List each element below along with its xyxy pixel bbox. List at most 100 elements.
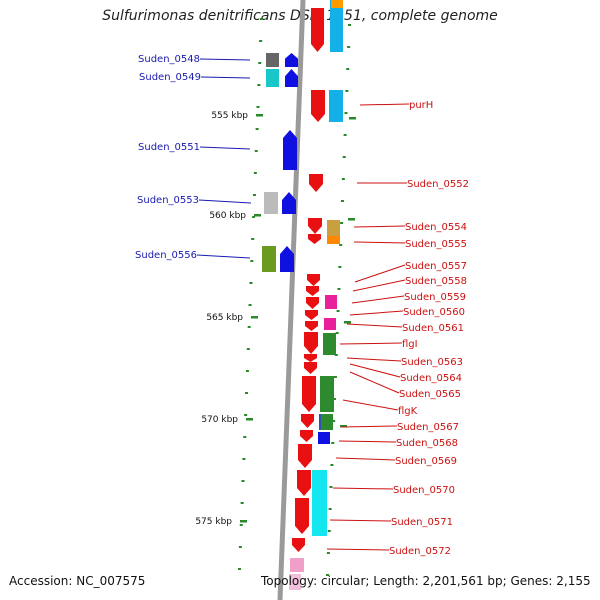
right-gene-label: Suden_0554 xyxy=(405,222,467,233)
scale-tick-mark xyxy=(344,321,351,324)
gene-arrow-reverse xyxy=(305,310,318,320)
grid-dot xyxy=(346,68,350,70)
right-label-leader xyxy=(342,399,399,411)
grid-dot xyxy=(347,46,351,48)
right-label-leader xyxy=(351,295,405,304)
right-gene-label: Suden_0558 xyxy=(405,276,467,287)
right-label-leader xyxy=(349,363,401,378)
left-gene-labels: Suden_0548 Suden_0549 Suden_0551 Suden_0553… xyxy=(135,54,252,261)
right-label-leader xyxy=(346,357,402,362)
grid-dot xyxy=(339,244,343,246)
gene-arrow-reverse xyxy=(301,414,314,428)
gene-arrow-reverse xyxy=(304,332,318,354)
gene-arrow-reverse xyxy=(306,286,319,296)
right-gene-label: Suden_0571 xyxy=(391,517,453,528)
gene-block xyxy=(266,69,279,87)
grid-dot xyxy=(337,288,341,290)
gene-arrow-reverse xyxy=(305,321,318,331)
grid-dot xyxy=(260,18,263,20)
gene-arrow-reverse xyxy=(306,297,319,309)
accession-text: Accession: NC_007575 xyxy=(9,574,146,588)
grid-dot xyxy=(332,420,336,422)
gene-block xyxy=(290,558,304,572)
scale-tick-label: 575 kbp xyxy=(195,517,232,527)
grid-dot xyxy=(251,238,255,240)
gene-arrow-forward xyxy=(285,69,298,87)
gene-block xyxy=(321,414,333,430)
right-gene-label: Suden_0563 xyxy=(401,357,463,368)
grid-dot xyxy=(344,112,348,114)
grid-dot xyxy=(334,354,338,356)
grid-dot xyxy=(258,62,262,64)
right-gene-label: flgI xyxy=(402,339,418,350)
right-gene-label: Suden_0572 xyxy=(389,546,451,557)
left-label-leader xyxy=(200,76,251,79)
grid-dot xyxy=(254,150,258,152)
gene-block xyxy=(325,295,337,309)
scale-tick-mark xyxy=(254,214,261,217)
grid-dot xyxy=(238,546,242,548)
right-gene-label: Suden_0565 xyxy=(399,389,461,400)
grid-dot xyxy=(249,282,253,284)
right-label-leader xyxy=(326,548,390,551)
gene-block xyxy=(327,220,340,236)
gene-arrow-forward xyxy=(285,53,298,67)
gene-arrow-reverse xyxy=(311,90,325,122)
gene-block xyxy=(320,376,334,412)
grid-dot xyxy=(342,156,346,158)
gene-arrow-reverse xyxy=(309,174,323,192)
right-gene-label: Suden_0569 xyxy=(395,456,457,467)
gene-block xyxy=(323,333,336,355)
gene-arrow-forward xyxy=(282,192,296,214)
gene-arrow-forward xyxy=(283,130,297,170)
grid-dot xyxy=(341,178,345,180)
left-gene-label: Suden_0553 xyxy=(137,195,199,206)
right-gene-label: Suden_0559 xyxy=(404,292,466,303)
grid-dot xyxy=(238,568,241,570)
grid-dot xyxy=(333,398,337,400)
grid-dot xyxy=(255,128,259,130)
right-label-leader xyxy=(329,519,392,522)
scale-tick-mark xyxy=(349,117,356,120)
gene-block xyxy=(327,236,340,244)
right-gene-label: purH xyxy=(409,100,433,111)
gene-block xyxy=(264,192,278,214)
gene-block xyxy=(312,470,327,536)
left-label-leader xyxy=(199,58,251,61)
gene-arrow-reverse xyxy=(307,274,320,286)
right-label-leader xyxy=(332,487,394,490)
grid-dot xyxy=(247,326,251,328)
grid-dot xyxy=(245,370,249,372)
grid-dot xyxy=(252,194,256,196)
right-gene-label: Suden_0561 xyxy=(402,323,464,334)
scale-tick-mark xyxy=(256,114,263,117)
right-label-leader xyxy=(354,264,406,283)
left-label-leader xyxy=(199,146,251,150)
gene-block xyxy=(262,246,276,272)
right-gene-label: Suden_0557 xyxy=(405,261,467,272)
left-label-leader xyxy=(198,199,252,204)
grid-dot xyxy=(256,106,260,108)
topology-text: Topology: circular; Length: 2,201,561 bp… xyxy=(261,574,591,588)
grid-dot xyxy=(330,464,334,466)
grid-dot xyxy=(250,260,254,262)
right-label-leader xyxy=(349,310,404,316)
gene-arrow-reverse xyxy=(308,234,321,244)
right-label-leader xyxy=(353,241,406,244)
genome-backbone xyxy=(277,0,306,600)
scale-tick-mark xyxy=(348,218,355,221)
dot-grid xyxy=(238,18,351,576)
grid-dot xyxy=(239,524,243,526)
right-label-leader xyxy=(359,103,410,106)
grid-dot xyxy=(331,442,335,444)
left-gene-label: Suden_0548 xyxy=(138,54,200,65)
grid-dot xyxy=(242,458,246,460)
grid-dot xyxy=(244,414,248,416)
left-gene-label: Suden_0556 xyxy=(135,250,197,261)
grid-dot xyxy=(253,172,257,174)
gene-arrow-reverse xyxy=(304,362,317,374)
scale-tick-label: 555 kbp xyxy=(211,111,248,121)
grid-dot xyxy=(336,310,340,312)
gene-block xyxy=(331,0,343,8)
